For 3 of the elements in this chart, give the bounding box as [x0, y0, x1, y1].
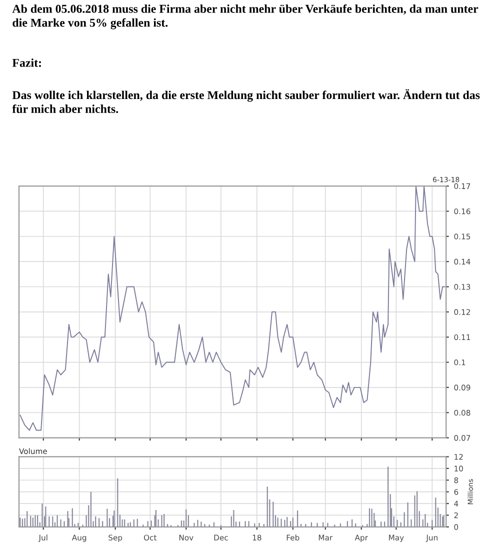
text: Ab dem 05.06.2018 muss die Firma aber nicht mehr über Verkäufe berichten, da man unter die Marke von 5% gefallen ist.: [12, 4, 478, 30]
text: Das wollte ich klarstellen, da die erste Meldung nicht sauber formuliert war. Ändern tut das für mich aber nichts.: [12, 89, 480, 114]
text: Fazit:: [12, 58, 41, 67]
